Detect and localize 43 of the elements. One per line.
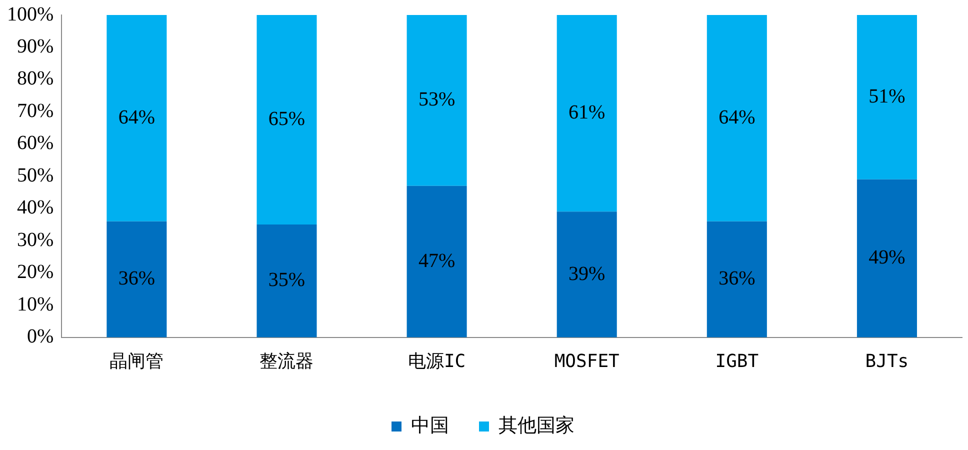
x-tick-label: MOSFET <box>554 350 620 372</box>
data-label: 49% <box>868 246 906 269</box>
x-tick-label: 电源IC <box>408 350 466 372</box>
data-label: 51% <box>868 85 906 108</box>
data-label: 39% <box>568 262 606 285</box>
x-tick-label: BJTs <box>865 350 909 372</box>
bar <box>106 221 167 338</box>
y-tick-label: 90% <box>16 35 54 58</box>
y-tick-label: 30% <box>16 228 54 251</box>
data-label: 61% <box>568 102 606 124</box>
x-tick-label: 晶闸管 <box>110 350 164 372</box>
x-tick-label: 整流器 <box>260 350 314 372</box>
bar <box>106 15 167 222</box>
data-label: 64% <box>718 106 756 128</box>
y-tick-label: 60% <box>16 132 54 154</box>
data-label: 36% <box>118 268 156 290</box>
y-tick-label: 80% <box>16 68 54 90</box>
y-tick-label: 0% <box>26 326 54 348</box>
bar <box>406 15 467 186</box>
bar <box>856 15 917 180</box>
bar <box>706 221 767 338</box>
data-label: 35% <box>268 269 306 292</box>
y-tick-label: 20% <box>16 261 54 284</box>
legend-label: 其他国家 <box>498 414 574 436</box>
y-tick-label: 70% <box>16 100 54 122</box>
bar <box>856 179 917 338</box>
data-label: 47% <box>418 250 456 272</box>
bar <box>256 224 317 338</box>
bar <box>556 212 617 338</box>
data-label: 36% <box>718 268 756 290</box>
y-tick-label: 50% <box>16 164 54 186</box>
y-tick-label: 10% <box>16 293 54 316</box>
legend-label: 中国 <box>411 414 449 436</box>
data-label: 65% <box>268 108 306 130</box>
bar <box>406 186 467 338</box>
data-label: 64% <box>118 106 156 128</box>
data-label: 53% <box>418 88 456 111</box>
bar <box>706 15 767 222</box>
x-tick-label: IGBT <box>715 350 759 372</box>
bar <box>256 15 317 225</box>
y-tick-label: 40% <box>16 196 54 219</box>
y-tick-label: 100% <box>6 3 54 26</box>
bar <box>556 15 617 212</box>
